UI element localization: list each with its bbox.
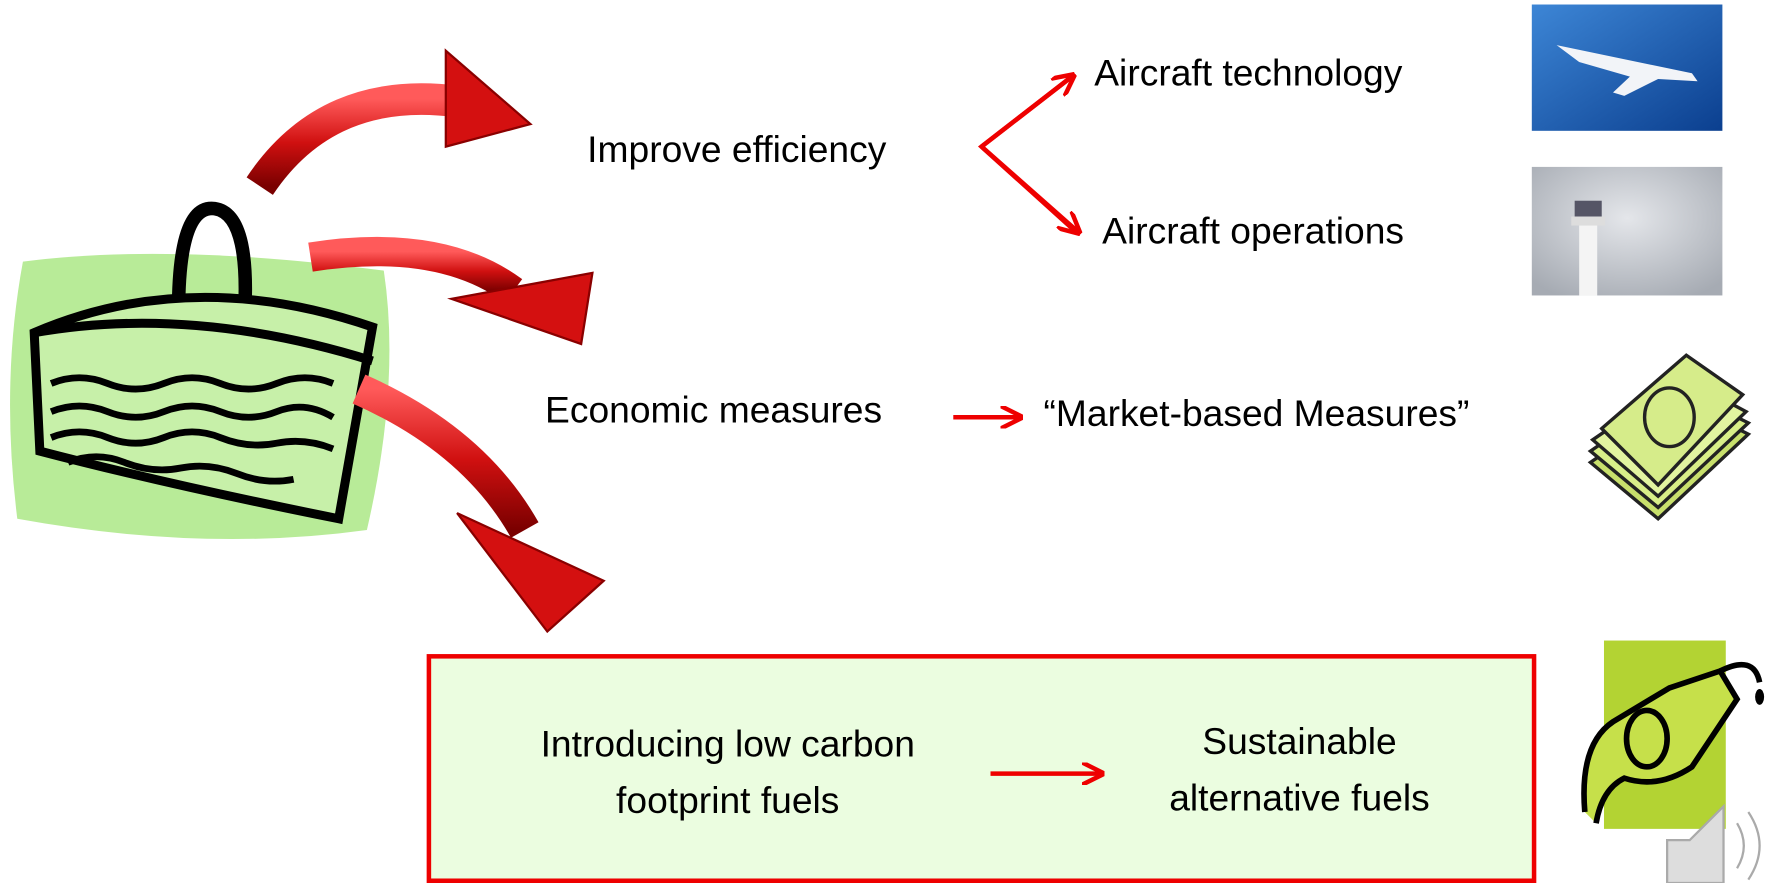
- fuel-nozzle-clipart: [1581, 640, 1765, 829]
- split-arrow: [977, 74, 1076, 232]
- box-to-line: Sustainable: [1202, 720, 1396, 762]
- node-label: Economic measures: [545, 389, 882, 431]
- highlight-box: [426, 654, 1537, 883]
- arrow: [979, 144, 1077, 232]
- speaker-icon: [1666, 803, 1761, 883]
- basket-clipart: [10, 201, 390, 540]
- node-label: Aircraft technology: [1094, 51, 1403, 93]
- airplane-photo: [1531, 4, 1723, 131]
- box-from-line: footprint fuels: [616, 779, 839, 821]
- curved-arrows: [246, 48, 606, 634]
- node-label: “Market-based Measures”: [1044, 392, 1470, 434]
- connector-arrows: [953, 77, 1077, 418]
- node-label: Aircraft operations: [1102, 209, 1404, 251]
- box-from-line: Introducing low carbon: [541, 722, 915, 764]
- control-tower-photo: [1531, 166, 1723, 296]
- money-clipart: [1587, 353, 1752, 522]
- arrow: [980, 77, 1071, 149]
- node-label: Improve efficiency: [587, 128, 887, 170]
- box-to-line: alternative fuels: [1169, 777, 1430, 819]
